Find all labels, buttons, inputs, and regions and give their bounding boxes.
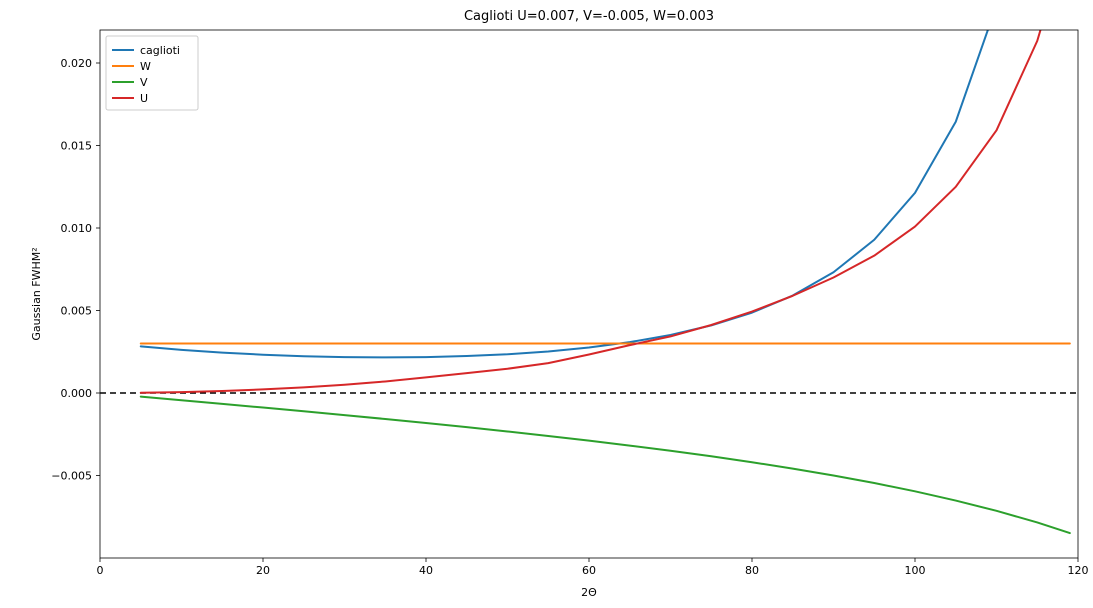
- xtick-label: 100: [905, 564, 926, 577]
- x-axis-label: 2Θ: [581, 586, 597, 599]
- xtick-label: 40: [419, 564, 433, 577]
- ytick-label: 0.015: [61, 140, 93, 153]
- chart-title: Caglioti U=0.007, V=-0.005, W=0.003: [464, 9, 714, 24]
- xtick-label: 0: [97, 564, 104, 577]
- chart-svg: 0 20 40 60 80 100 120 −0.005 0.000 0.005 0.010 0.01…: [0, 0, 1093, 608]
- legend-label: caglioti: [140, 44, 180, 57]
- ytick-label: −0.005: [51, 470, 92, 483]
- xtick-label: 120: [1068, 564, 1089, 577]
- legend-label: V: [140, 76, 148, 89]
- legend-label: W: [140, 60, 151, 73]
- ytick-label: 0.005: [61, 305, 93, 318]
- xtick-label: 80: [745, 564, 759, 577]
- ytick-label: 0.020: [61, 57, 93, 70]
- y-axis-label: Gaussian FWHM²: [30, 247, 43, 340]
- xtick-label: 60: [582, 564, 596, 577]
- chart-container: 0 20 40 60 80 100 120 −0.005 0.000 0.005 0.010 0.01…: [0, 0, 1093, 608]
- legend-label: U: [140, 92, 148, 105]
- plot-area: [100, 30, 1078, 558]
- ytick-label: 0.010: [61, 222, 93, 235]
- ytick-label: 0.000: [61, 387, 93, 400]
- xtick-label: 20: [256, 564, 270, 577]
- legend: caglioti WVU: [106, 36, 198, 110]
